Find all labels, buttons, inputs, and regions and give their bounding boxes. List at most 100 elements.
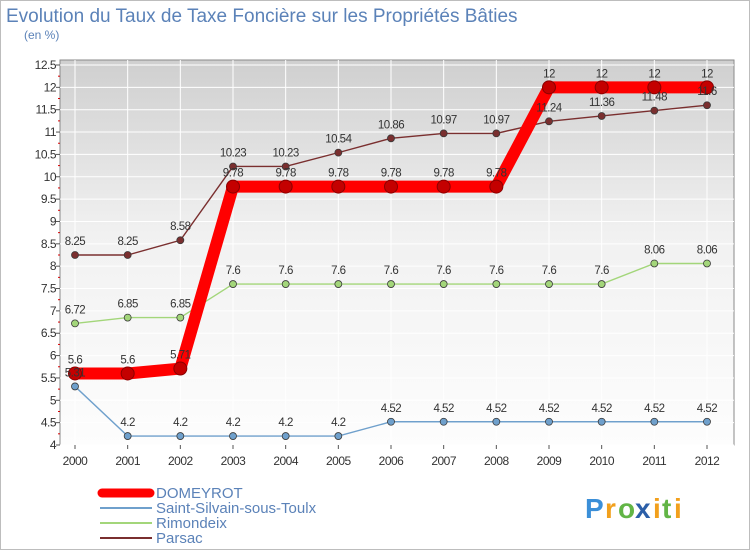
data-point [594, 80, 609, 95]
data-point [71, 319, 79, 328]
x-tick-label: 2008 [484, 454, 510, 468]
data-label: 5.71 [170, 350, 190, 362]
y-tick-label: 12.5 [35, 58, 57, 72]
x-tick-label: 2011 [642, 454, 667, 468]
data-label: 5.6 [68, 354, 83, 366]
data-point [123, 313, 132, 322]
data-label: 6.85 [170, 299, 190, 311]
data-point [492, 417, 501, 426]
x-tick-label: 2005 [326, 454, 352, 468]
y-tick-label: 8.5 [41, 237, 57, 251]
data-label: 9.78 [486, 168, 506, 180]
data-label: 9.78 [223, 168, 243, 180]
data-label: 12 [596, 68, 608, 80]
series-parsac [71, 101, 711, 259]
data-label: 7.6 [226, 265, 241, 277]
y-tick-label: 7 [50, 304, 57, 318]
data-point [489, 179, 504, 194]
data-point [120, 366, 135, 381]
data-label: 9.78 [328, 168, 348, 180]
data-point [229, 432, 237, 440]
data-label: 12 [543, 68, 555, 80]
y-axis: 4 4.5 5 5.5 6 6.5 7 7.5 8 8.5 9 9.5 10 10.5 11 11.5 12 12… [35, 58, 60, 452]
y-tick-label: 7.5 [41, 282, 57, 296]
y-tick-label: 4.5 [41, 416, 57, 430]
data-point [123, 432, 132, 440]
data-label: 4.52 [486, 403, 506, 415]
data-point [545, 280, 553, 288]
data-label: 12 [701, 68, 713, 80]
data-label: 4.2 [226, 417, 241, 429]
data-label: 4.52 [644, 403, 664, 415]
data-point [492, 129, 501, 138]
data-point [173, 361, 188, 376]
data-label: 10.97 [483, 114, 509, 126]
y-tick-label: 8 [50, 259, 57, 273]
y-tick-label: 11 [45, 125, 57, 139]
legend: DOMEYROTSaint-Silvain-sous-ToulxRimondei… [97, 485, 317, 547]
data-label: 7.6 [489, 265, 504, 277]
x-axis: 2000 2001 2002 2003 2004 2005 2006 2007 2008 2009… [63, 445, 721, 468]
grid [60, 60, 734, 446]
legend-label: Saint-Silvain-sous-Toulx [156, 500, 317, 517]
data-point [436, 179, 451, 194]
logo-letter-x: x [635, 493, 651, 524]
data-point [439, 129, 448, 138]
data-point [439, 280, 448, 288]
legend-item: DOMEYROT [97, 485, 243, 502]
data-point [439, 417, 448, 426]
data-point [278, 179, 293, 194]
data-label: 8.25 [117, 236, 137, 248]
x-tick-label: 2012 [695, 454, 721, 468]
data-label: 11.36 [589, 97, 615, 109]
data-point [226, 179, 240, 194]
legend-item: Saint-Silvain-sous-Toulx [100, 500, 317, 517]
proxiti-logo: P r o x i t i [585, 493, 682, 524]
data-label: 9.78 [381, 168, 401, 180]
x-tick-label: 2010 [589, 454, 615, 468]
legend-label: Rimondeix [156, 515, 227, 532]
x-tick-label: 2007 [431, 454, 457, 468]
data-point [334, 280, 343, 288]
y-tick-label: 11.5 [36, 103, 57, 117]
x-tick-label: 2004 [273, 454, 299, 468]
data-label: 11.24 [536, 102, 563, 114]
x-tick-label: 2009 [537, 454, 563, 468]
data-point [229, 162, 237, 171]
data-label: 6.72 [65, 304, 85, 316]
logo-letter-r: r [605, 493, 616, 524]
chart-title: Evolution du Taux de Taxe Foncière sur l… [6, 6, 518, 27]
data-point [597, 112, 606, 120]
data-label: 4.52 [433, 403, 453, 415]
data-labels: 5.6 5.6 5.71 9.78 9.78 9.78 9.78 9.78 9.78 12 12 12… [65, 68, 718, 429]
data-point [703, 417, 711, 426]
legend-item: Rimondeix [100, 515, 227, 532]
legend-label: DOMEYROT [156, 485, 243, 502]
data-label: 4.2 [331, 417, 346, 429]
x-tick-label: 2001 [115, 454, 141, 468]
data-point [545, 117, 553, 126]
data-point [331, 179, 346, 194]
data-label: 7.6 [436, 265, 451, 277]
data-label: 11.6 [697, 86, 717, 98]
data-point [384, 179, 398, 194]
y-tick-label: 9 [50, 214, 57, 228]
data-label: 8.06 [697, 244, 717, 256]
y-tick-label: 12 [44, 80, 57, 94]
data-point [647, 80, 662, 95]
data-point [334, 148, 343, 157]
data-point [597, 417, 606, 426]
logo-letter-i2: i [674, 493, 682, 524]
data-label: 12 [648, 68, 660, 80]
data-point [700, 80, 714, 95]
series-saint-silvain-sous-toulx [71, 382, 711, 440]
data-label: 8.25 [65, 236, 85, 248]
data-point [703, 101, 711, 110]
y-tick-label: 5.5 [41, 371, 57, 385]
data-point [650, 259, 659, 268]
data-label: 4.52 [381, 403, 401, 415]
data-point [176, 432, 185, 440]
data-point [650, 106, 659, 115]
data-point [281, 162, 290, 171]
data-label: 11.48 [642, 92, 668, 104]
